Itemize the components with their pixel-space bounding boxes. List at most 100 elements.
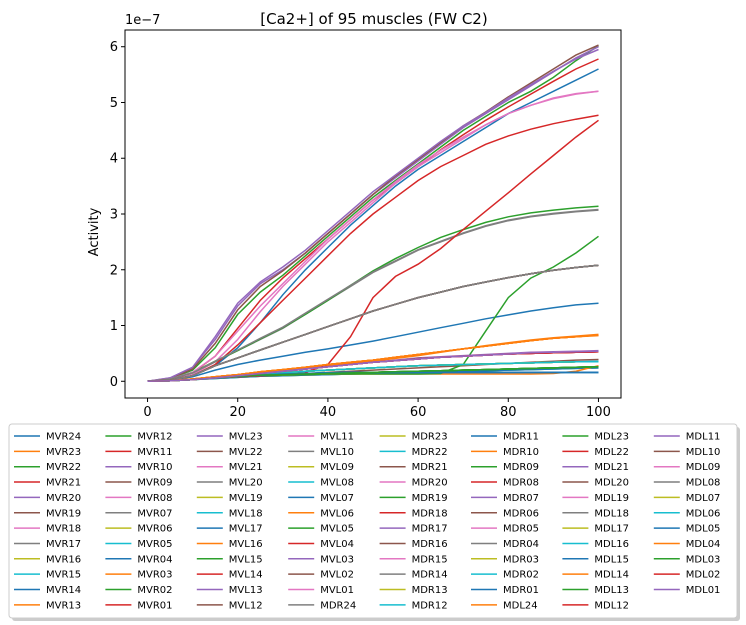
legend-item-mvl19: MVL19	[196, 493, 263, 504]
legend-label: MDL21	[594, 462, 629, 473]
legend-label: MDL05	[686, 524, 721, 535]
legend-label: MDR01	[503, 585, 539, 596]
legend-item-mdl05: MDL05	[653, 524, 721, 535]
legend-label: MDR05	[503, 524, 539, 535]
legend-label: MDL17	[594, 524, 629, 535]
legend-item-mdl14: MDL14	[562, 570, 629, 581]
y-tick-label: 1	[110, 319, 118, 334]
legend-item-mdr01: MDR01	[471, 585, 539, 596]
legend-item-mdr21: MDR21	[379, 462, 448, 473]
legend-item-mdr09: MDR09	[471, 462, 539, 473]
legend-item-mdl24: MDL24	[471, 600, 538, 611]
legend-label: MVR24	[46, 432, 81, 443]
legend-item-mvr21: MVR21	[14, 478, 81, 489]
legend-label: MDL02	[686, 570, 721, 581]
legend-item-mvr05: MVR05	[105, 539, 173, 550]
legend-label: MVL03	[320, 554, 354, 565]
legend-item-mvl17: MVL17	[196, 524, 263, 535]
legend-item-mvr18: MVR18	[14, 524, 81, 535]
y-axis: 0 1 2 3 4 5 6	[110, 40, 125, 390]
legend-item-mdl19: MDL19	[562, 493, 629, 504]
legend-label: MVR22	[46, 462, 81, 473]
legend-box	[8, 423, 738, 619]
legend-item-mdl17: MDL17	[562, 524, 629, 535]
legend-label: MDL24	[503, 600, 538, 611]
legend-label: MVR12	[137, 432, 172, 443]
legend-item-mvl05: MVL05	[288, 524, 354, 535]
legend-item-mdl13: MDL13	[562, 585, 629, 596]
legend: MVR24 MVR23 MVR22 MVR21 MVR20 MVR19 MVR18 MVR17…	[8, 423, 740, 621]
legend-label: MDL10	[686, 447, 721, 458]
legend-item-mvr02: MVR02	[105, 585, 173, 596]
legend-label: MDR14	[412, 570, 448, 581]
legend-label: MDR11	[503, 432, 539, 443]
x-tick-label: 60	[410, 405, 427, 420]
legend-item-mvl21: MVL21	[196, 462, 263, 473]
series-line-mvr07	[147, 208, 599, 383]
legend-label: MDR03	[503, 554, 539, 565]
legend-label: MDR21	[412, 462, 448, 473]
legend-label: MDL04	[686, 539, 721, 550]
legend-item-mdr20: MDR20	[379, 478, 448, 489]
series-line-mvr24	[147, 302, 599, 383]
legend-label: MDR10	[503, 447, 539, 458]
legend-label: MVR07	[137, 508, 172, 519]
legend-label: MDR15	[412, 554, 448, 565]
legend-item-mdr10: MDR10	[471, 447, 539, 458]
legend-item-mdl21: MDL21	[562, 462, 629, 473]
legend-item-mvr12: MVR12	[105, 432, 173, 443]
legend-label: MDR22	[412, 447, 448, 458]
legend-item-mvr11: MVR11	[105, 447, 173, 458]
legend-item-mdr05: MDR05	[471, 524, 539, 535]
legend-item-mvl07: MVL07	[288, 493, 354, 504]
y-offset-text: 1e−7	[125, 13, 160, 28]
legend-label: MVR20	[46, 493, 81, 504]
y-tick-label: 0	[110, 375, 118, 390]
legend-item-mvl10: MVL10	[288, 447, 354, 458]
legend-label: MDL01	[686, 585, 721, 596]
legend-label: MDL09	[686, 462, 721, 473]
legend-item-mvl04: MVL04	[288, 539, 354, 550]
legend-label: MDL18	[594, 508, 629, 519]
legend-item-mvl02: MVL02	[288, 570, 354, 581]
legend-label: MDR08	[503, 478, 539, 489]
legend-label: MDR19	[412, 493, 448, 504]
legend-item-mdr23: MDR23	[379, 432, 448, 443]
legend-label: MVR05	[137, 539, 172, 550]
legend-item-mvr16: MVR16	[14, 554, 81, 565]
legend-item-mdl15: MDL15	[562, 554, 629, 565]
legend-item-mvl03: MVL03	[288, 554, 354, 565]
x-tick-label: 80	[500, 405, 517, 420]
legend-item-mvr13: MVR13	[14, 600, 81, 611]
legend-label: MDL15	[594, 554, 629, 565]
legend-label: MVL10	[320, 447, 354, 458]
legend-item-mdl09: MDL09	[653, 462, 721, 473]
legend-item-mvr19: MVR19	[14, 508, 81, 519]
legend-item-mvl01: MVL01	[288, 585, 354, 596]
legend-item-mdr14: MDR14	[379, 570, 448, 581]
legend-label: MVL05	[320, 524, 354, 535]
legend-item-mvr06: MVR06	[105, 524, 173, 535]
legend-label: MVR08	[137, 493, 172, 504]
legend-label: MDL16	[594, 539, 629, 550]
legend-item-mvr17: MVR17	[14, 539, 81, 550]
legend-item-mdl01: MDL01	[653, 585, 721, 596]
legend-item-mdr04: MDR04	[471, 539, 539, 550]
legend-label: MVR01	[137, 600, 172, 611]
legend-label: MDL03	[686, 554, 721, 565]
legend-label: MVR03	[137, 570, 172, 581]
legend-item-mdl20: MDL20	[562, 478, 629, 489]
legend-label: MDL13	[594, 585, 629, 596]
legend-label: MDR17	[412, 524, 448, 535]
legend-item-mdl10: MDL10	[653, 447, 721, 458]
legend-label: MVR04	[137, 554, 172, 565]
legend-item-mvl06: MVL06	[288, 508, 354, 519]
legend-item-mdr12: MDR12	[379, 600, 448, 611]
legend-label: MDL06	[686, 508, 721, 519]
legend-label: MDL19	[594, 493, 629, 504]
legend-item-mvr08: MVR08	[105, 493, 173, 504]
legend-item-mdl06: MDL06	[653, 508, 721, 519]
legend-label: MVL11	[320, 432, 354, 443]
plot-area	[147, 44, 599, 383]
